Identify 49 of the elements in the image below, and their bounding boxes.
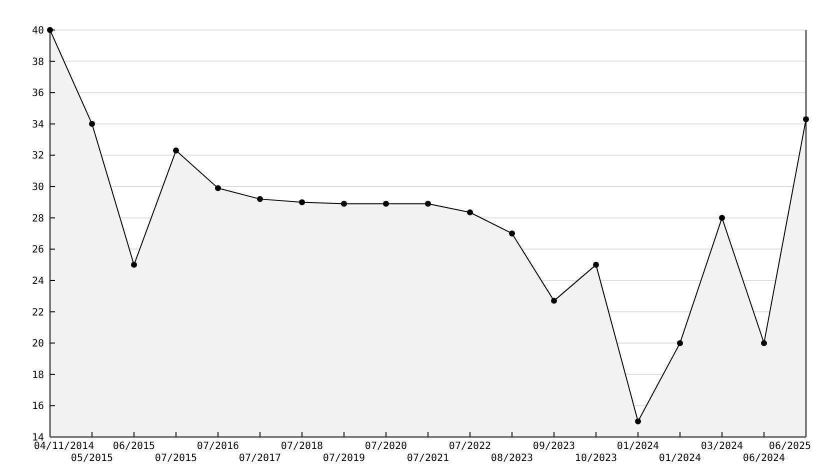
x-tick-label: 03/2024 [700, 441, 744, 452]
point [131, 262, 137, 268]
x-tick-label: 01/2024 [658, 453, 702, 464]
point [341, 200, 347, 207]
x-tick-label: 10/2023 [574, 453, 618, 464]
y-tick-label: 36 [32, 88, 44, 100]
point [299, 199, 305, 206]
point [173, 148, 179, 154]
point [719, 214, 725, 221]
point [215, 185, 221, 192]
point [593, 262, 599, 268]
x-tick-label: 06/2024 [742, 453, 786, 464]
point [509, 230, 515, 236]
y-tick-label: 32 [32, 150, 44, 162]
x-tick-label: 05/2015 [70, 453, 114, 464]
x-tick-label: 01/2024 [616, 441, 660, 452]
x-tick-label: 08/2023 [490, 453, 534, 464]
point [257, 196, 263, 202]
y-tick-label: 16 [32, 401, 44, 412]
y-tick-label: 18 [32, 370, 44, 381]
x-tick-label: 04/11/2014 [34, 441, 94, 452]
x-tick-label: 07/2015 [154, 453, 198, 464]
x-tick-label: 06/2015 [112, 441, 156, 452]
x-tick-label: 07/2020 [364, 441, 408, 452]
x-tick-label: 07/2019 [322, 453, 366, 464]
y-tick-label: 20 [32, 338, 44, 350]
y-tick-label: 24 [32, 276, 44, 287]
point [677, 340, 683, 346]
y-tick-label: 26 [32, 244, 44, 256]
x-tick-label: 07/2017 [238, 453, 282, 464]
point [635, 418, 641, 424]
x-tick-label: 07/2016 [196, 441, 240, 452]
y-tick-label: 30 [32, 182, 44, 194]
point [89, 120, 95, 127]
x-tick-label: 06/2025 [768, 441, 812, 452]
point [467, 209, 473, 216]
point [425, 200, 431, 207]
x-tick-label: 07/2022 [448, 441, 492, 452]
point [383, 200, 389, 207]
point [761, 340, 767, 346]
y-tick-label: 38 [32, 56, 44, 68]
x-tick-label: 07/2018 [280, 441, 324, 452]
x-tick-label: 07/2021 [406, 453, 450, 464]
y-tick-label: 28 [32, 213, 44, 224]
y-tick-label: 34 [32, 119, 44, 130]
y-tick-label: 40 [32, 26, 44, 36]
y-tick-label: 22 [32, 307, 44, 318]
point [551, 298, 557, 304]
x-tick-label: 09/2023 [532, 441, 576, 452]
